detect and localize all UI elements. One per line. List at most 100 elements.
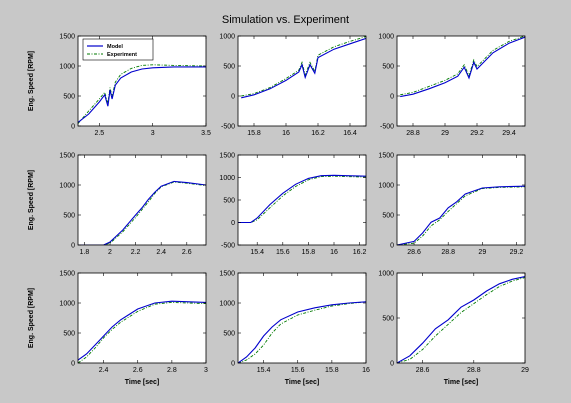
y-tick-label: -500 (221, 124, 235, 131)
y-tick-label: 1000 (378, 271, 394, 278)
subplot-5: 15.4 15.6 15.8 16 16.2 -500 0 500 1000 1500 (219, 153, 366, 257)
y-tick-label: 1500 (219, 153, 235, 160)
y-tick-label: 1000 (378, 34, 394, 41)
series-line-model (238, 174, 366, 224)
y-tick-label: 500 (223, 64, 235, 71)
x-axis-label: Time [sec] (285, 379, 320, 386)
axes-background (78, 273, 206, 363)
series-group (241, 36, 366, 99)
axes-background (238, 155, 366, 245)
series-group (78, 300, 206, 363)
x-tick-label: 29.4 (502, 130, 516, 137)
x-tick-label: 29.2 (510, 249, 524, 256)
series-line-experiment (78, 301, 206, 363)
y-tick-label: -500 (221, 243, 235, 250)
series-line-model (400, 36, 525, 98)
y-tick-label: 0 (231, 361, 235, 368)
series-line-model (238, 301, 366, 363)
y-tick-label: 0 (231, 220, 235, 227)
panels: 2.5 3 3.5 0 500 1000 1500 Eng. Speed [RPM] Model… (28, 34, 529, 387)
legend-box (82, 38, 154, 61)
series-line-experiment (397, 186, 525, 245)
y-axis-label: Eng. Speed [RPM] (28, 51, 35, 111)
x-axis-label: Time [sec] (125, 379, 160, 386)
y-tick-label: 500 (382, 213, 394, 220)
x-tick-label: 16.4 (343, 130, 357, 137)
series-group (397, 276, 525, 363)
axes-frame (237, 272, 367, 364)
axes-frame (396, 35, 526, 127)
series-line-model (78, 300, 206, 361)
series-line-model (78, 66, 206, 123)
x-tick-label: 28.8 (441, 249, 455, 256)
subplot-2: 15.8 16 16.2 16.4 -500 0 500 1000 (219, 34, 367, 137)
series-line-experiment (400, 36, 525, 96)
y-tick-label: 500 (63, 94, 75, 101)
axes-background (78, 155, 206, 245)
x-tick-label: 28.8 (406, 130, 420, 137)
series-line-experiment (397, 277, 525, 363)
y-tick-label: 500 (382, 64, 394, 71)
x-tick-label: 2.4 (99, 367, 109, 374)
x-tick-label: 29 (441, 130, 449, 137)
subplot-9: 28.6 28.8 29 0 500 1000 Time [sec] (378, 271, 529, 387)
y-tick-label: 0 (71, 243, 75, 250)
series-group (78, 64, 206, 124)
x-tick-label: 16 (362, 367, 370, 374)
series-line-model (397, 276, 525, 363)
series-line-experiment (238, 301, 366, 363)
x-tick-label: 1.8 (80, 249, 90, 256)
y-tick-label: 1000 (59, 64, 75, 71)
subplot-3: 28.8 29 29.2 29.4 -500 0 500 1000 (378, 34, 526, 137)
x-tick-label: 28.6 (416, 367, 430, 374)
series-line-experiment (78, 181, 206, 245)
y-tick-label: 0 (390, 361, 394, 368)
x-tick-label: 2.4 (156, 249, 166, 256)
y-axis-label: Eng. Speed [RPM] (28, 288, 35, 348)
y-tick-label: 1500 (59, 34, 75, 41)
x-tick-label: 3.5 (201, 130, 211, 137)
series-group (397, 185, 525, 245)
y-tick-label: 0 (71, 361, 75, 368)
series-group (78, 180, 206, 245)
subplot-4: 1.8 2 2.2 2.4 2.6 0 500 1000 1500 Eng. Speed [RPM… (28, 153, 207, 256)
legend-label-experiment: Experiment (107, 52, 137, 58)
x-tick-label: 3 (151, 130, 155, 137)
series-line-model (397, 185, 525, 245)
y-axis-label: Eng. Speed [RPM] (28, 170, 35, 230)
y-tick-label: 0 (390, 243, 394, 250)
y-tick-label: 1000 (219, 34, 235, 41)
y-tick-label: 0 (231, 94, 235, 101)
y-tick-label: 500 (63, 331, 75, 338)
y-tick-label: 0 (390, 94, 394, 101)
y-tick-label: 1500 (378, 153, 394, 160)
x-tick-label: 2 (108, 249, 112, 256)
legend-label-model: Model (107, 44, 123, 50)
series-line-model (78, 180, 206, 245)
x-tick-label: 2.6 (182, 249, 192, 256)
y-tick-label: 1500 (219, 271, 235, 278)
x-tick-label: 15.8 (302, 249, 316, 256)
axes-frame (237, 35, 367, 127)
y-tick-label: 1500 (59, 153, 75, 160)
series-line-experiment (241, 36, 366, 97)
x-tick-label: 15.8 (325, 367, 339, 374)
x-tick-label: 3 (204, 367, 208, 374)
figure-title: Simulation vs. Experiment (222, 14, 349, 26)
x-tick-label: 29.2 (470, 130, 484, 137)
y-tick-label: -500 (380, 124, 394, 131)
x-tick-label: 15.6 (276, 249, 290, 256)
series-group (238, 174, 366, 224)
series-line-model (241, 37, 366, 99)
x-tick-label: 16.2 (353, 249, 367, 256)
axes-background (397, 155, 525, 245)
subplot-1: 2.5 3 3.5 0 500 1000 1500 Eng. Speed [RPM] Model… (28, 34, 211, 138)
x-tick-label: 2.6 (133, 367, 143, 374)
y-tick-label: 1000 (219, 175, 235, 182)
y-tick-label: 1000 (219, 301, 235, 308)
x-tick-label: 29 (478, 249, 486, 256)
x-tick-label: 15.4 (250, 249, 264, 256)
series-line-experiment (238, 175, 366, 223)
axes-frame (77, 35, 207, 127)
